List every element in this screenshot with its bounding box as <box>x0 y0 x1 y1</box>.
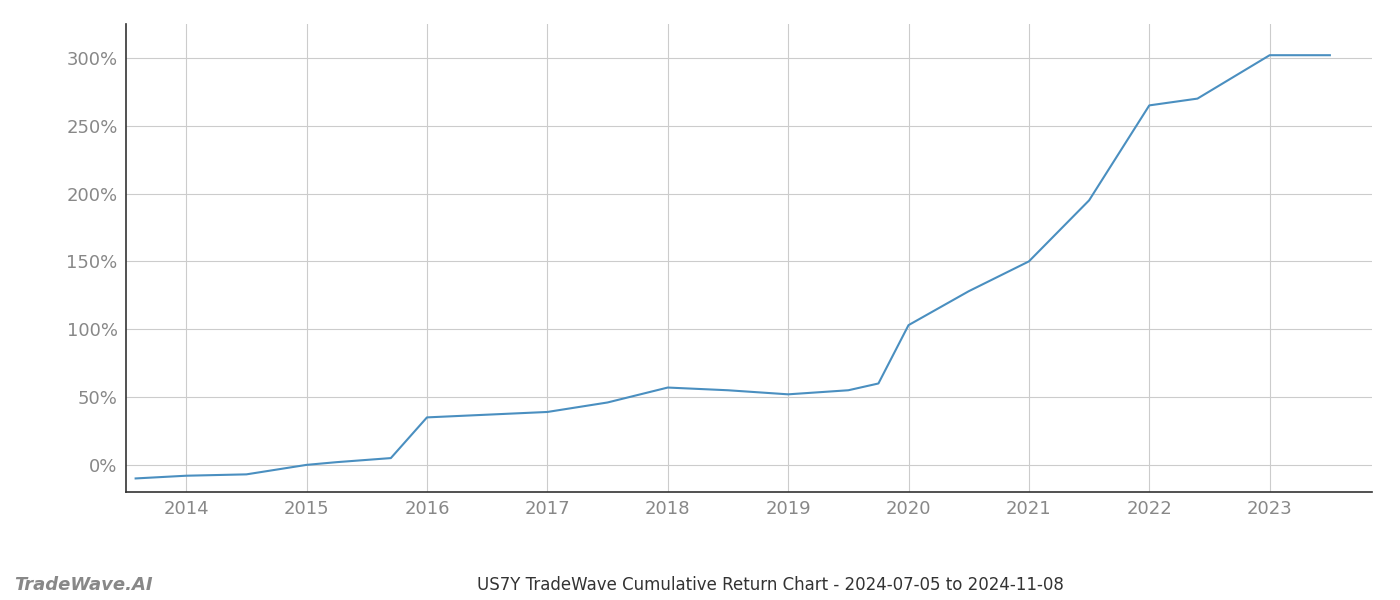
Text: US7Y TradeWave Cumulative Return Chart - 2024-07-05 to 2024-11-08: US7Y TradeWave Cumulative Return Chart -… <box>476 576 1064 594</box>
Text: TradeWave.AI: TradeWave.AI <box>14 576 153 594</box>
